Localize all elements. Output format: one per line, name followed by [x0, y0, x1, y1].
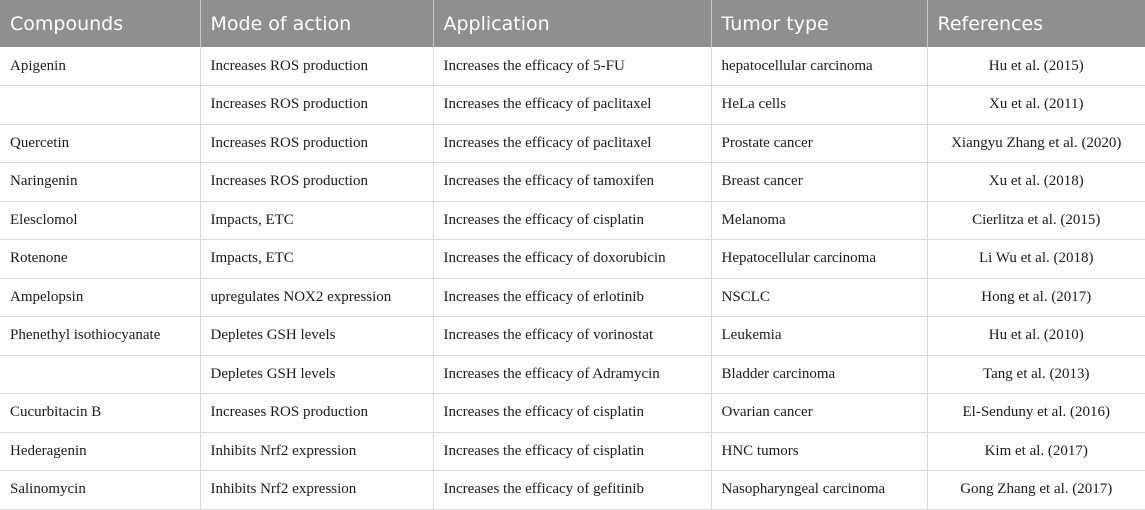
cell-tumor-type: Bladder carcinoma: [710, 355, 927, 394]
cell-compound: [0, 85, 200, 125]
cell-tumor-type: HeLa cells: [710, 85, 927, 125]
table-row: Elesclomol Impacts, ETC Increases the effi…: [0, 201, 1145, 240]
cell-reference: Li Wu et al. (2018): [926, 239, 1145, 279]
cell-compound: Elesclomol: [0, 201, 200, 240]
cell-reference: Hong et al. (2017): [926, 278, 1145, 317]
table-row: Apigenin Increases ROS production Increase…: [0, 47, 1145, 86]
cell-mode-of-action: Inhibits Nrf2 expression: [199, 432, 433, 471]
cell-mode-of-action: Impacts, ETC: [199, 239, 433, 279]
cell-application: Increases the efficacy of gefitinib: [432, 470, 711, 510]
cell-compound: [0, 355, 200, 394]
cell-tumor-type: hepatocellular carcinoma: [710, 47, 927, 86]
header-tumor-type: Tumor type: [710, 0, 927, 47]
cell-mode-of-action: upregulates NOX2 expression: [199, 278, 433, 317]
cell-compound: Ampelopsin: [0, 278, 200, 317]
cell-reference: Xu et al. (2018): [926, 162, 1145, 202]
cell-application: Increases the efficacy of erlotinib: [432, 278, 711, 317]
cell-application: Increases the efficacy of Adramycin: [432, 355, 711, 394]
table-row: Naringenin Increases ROS production Increa…: [0, 162, 1145, 202]
cell-application: Increases the efficacy of 5-FU: [432, 47, 711, 86]
table-row: Ampelopsin upregulates NOX2 expression Inc…: [0, 278, 1145, 317]
cell-compound: Apigenin: [0, 47, 200, 86]
header-references: References: [926, 0, 1145, 47]
cell-application: Increases the efficacy of doxorubicin: [432, 239, 711, 279]
cell-compound: Cucurbitacin B: [0, 393, 200, 433]
table-row: Cucurbitacin B Increases ROS production In…: [0, 393, 1145, 433]
cell-application: Increases the efficacy of cisplatin: [432, 393, 711, 433]
cell-application: Increases the efficacy of paclitaxel: [432, 124, 711, 163]
cell-tumor-type: Leukemia: [710, 316, 927, 356]
cell-reference: Gong Zhang et al. (2017): [926, 470, 1145, 510]
cell-compound: Rotenone: [0, 239, 200, 279]
cell-compound: Quercetin: [0, 124, 200, 163]
table-header: Compounds Mode of action Application Tum…: [0, 0, 1145, 47]
cell-mode-of-action: Depletes GSH levels: [199, 355, 433, 394]
table-row: Rotenone Impacts, ETC Increases the effica…: [0, 239, 1145, 279]
table-row: Increases ROS production Increases the ef…: [0, 85, 1145, 125]
table-row: Phenethyl isothiocyanate Depletes GSH lev…: [0, 316, 1145, 356]
cell-application: Increases the efficacy of tamoxifen: [432, 162, 711, 202]
cell-mode-of-action: Increases ROS production: [199, 162, 433, 202]
cell-tumor-type: Nasopharyngeal carcinoma: [710, 470, 927, 510]
cell-mode-of-action: Increases ROS production: [199, 47, 433, 86]
cell-compound: Hederagenin: [0, 432, 200, 471]
cell-reference: Xiangyu Zhang et al. (2020): [926, 124, 1145, 163]
cell-mode-of-action: Increases ROS production: [199, 393, 433, 433]
header-application: Application: [432, 0, 711, 47]
cell-reference: El-Senduny et al. (2016): [926, 393, 1145, 433]
cell-mode-of-action: Depletes GSH levels: [199, 316, 433, 356]
cell-compound: Phenethyl isothiocyanate: [0, 316, 200, 356]
header-compounds: Compounds: [0, 0, 200, 47]
cell-application: Increases the efficacy of paclitaxel: [432, 85, 711, 125]
cell-mode-of-action: Increases ROS production: [199, 124, 433, 163]
cell-application: Increases the efficacy of vorinostat: [432, 316, 711, 356]
cell-reference: Xu et al. (2011): [926, 85, 1145, 125]
table-row: Depletes GSH levels Increases the efficac…: [0, 355, 1145, 394]
table-row: Salinomycin Inhibits Nrf2 expression Incre…: [0, 470, 1145, 510]
header-mode-of-action: Mode of action: [199, 0, 433, 47]
cell-application: Increases the efficacy of cisplatin: [432, 432, 711, 471]
cell-mode-of-action: Inhibits Nrf2 expression: [199, 470, 433, 510]
cell-reference: Hu et al. (2010): [926, 316, 1145, 356]
cell-tumor-type: NSCLC: [710, 278, 927, 317]
cell-reference: Cierlitza et al. (2015): [926, 201, 1145, 240]
cell-tumor-type: Hepatocellular carcinoma: [710, 239, 927, 279]
cell-reference: Kim et al. (2017): [926, 432, 1145, 471]
cell-compound: Naringenin: [0, 162, 200, 202]
cell-application: Increases the efficacy of cisplatin: [432, 201, 711, 240]
cell-tumor-type: Melanoma: [710, 201, 927, 240]
cell-tumor-type: HNC tumors: [710, 432, 927, 471]
cell-tumor-type: Prostate cancer: [710, 124, 927, 163]
cell-reference: Hu et al. (2015): [926, 47, 1145, 86]
cell-mode-of-action: Increases ROS production: [199, 85, 433, 125]
cell-compound: Salinomycin: [0, 470, 200, 510]
table-row: Hederagenin Inhibits Nrf2 expression Incre…: [0, 432, 1145, 471]
table-row: Quercetin Increases ROS production Increas…: [0, 124, 1145, 163]
table-body: Apigenin Increases ROS production Increase…: [0, 47, 1145, 510]
cell-tumor-type: Ovarian cancer: [710, 393, 927, 433]
cell-mode-of-action: Impacts, ETC: [199, 201, 433, 240]
header-row: Compounds Mode of action Application Tum…: [0, 0, 1145, 47]
cell-reference: Tang et al. (2013): [926, 355, 1145, 394]
cell-tumor-type: Breast cancer: [710, 162, 927, 202]
